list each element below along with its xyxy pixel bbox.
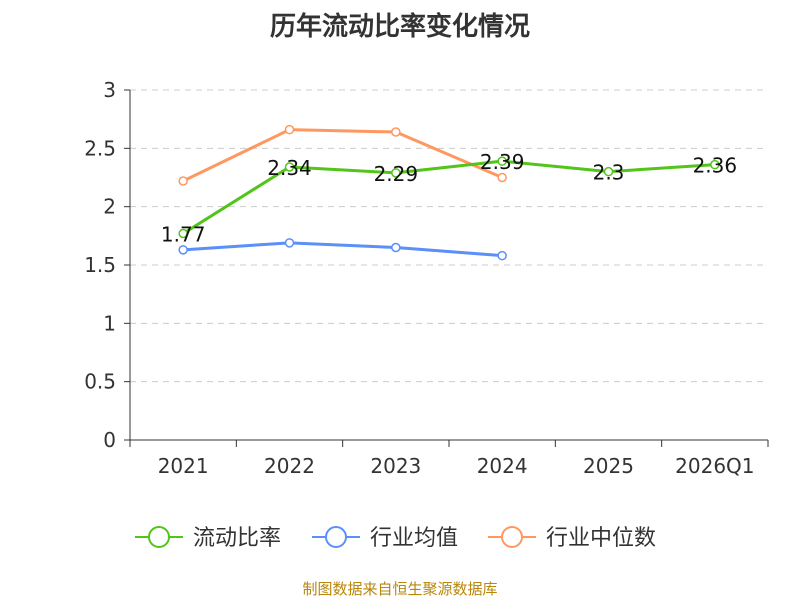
legend-marker [501,526,523,548]
series-lines [178,124,720,261]
legend-label: 行业中位数 [546,526,656,551]
y-tick-label: 1 [103,311,116,335]
chart-title: 历年流动比率变化情况 [269,12,530,42]
data-labels: 1.77 2.34 2.29 2.39 2.3 2.36 [161,150,737,246]
data-point [497,172,507,183]
y-tick-label: 2.5 [84,136,116,160]
data-point [178,228,188,239]
y-tick-label: 1.5 [84,253,116,277]
data-label: 2.36 [693,154,738,178]
x-tick-label: 2021 [158,454,209,478]
series-line-2 [182,128,503,183]
x-tick-label: 2026Q1 [675,454,754,478]
data-point [284,162,295,172]
y-tick-label: 3 [103,78,116,102]
x-tick-label: 2024 [477,454,528,478]
y-tick-label: 0 [103,428,116,452]
source-note: 制图数据来自恒生聚源数据库 [302,580,498,598]
data-label: 2.29 [374,162,419,186]
data-point [497,156,507,166]
data-point [497,250,507,261]
y-tick-label: 0.5 [84,370,116,394]
data-point [603,166,614,177]
legend-item[interactable]: 流动比率 [135,526,281,551]
legend-label: 流动比率 [193,526,281,551]
legend-marker [325,526,347,548]
data-point [178,245,188,255]
data-point [284,124,295,135]
axes: 0 0.5 1 1.5 2 2.5 3 2021 2022 2023 2024 2025 2026Q1 [84,78,769,478]
data-label: 2.39 [480,150,525,174]
data-point [710,159,720,170]
legend: 流动比率 行业均值 行业中位数 [135,526,656,551]
data-point [391,127,401,137]
legend-item[interactable]: 行业中位数 [488,526,656,551]
grid-lines [130,89,768,383]
legend-item[interactable]: 行业均值 [312,526,458,551]
x-tick-label: 2023 [370,454,421,478]
data-point [391,168,401,178]
x-tick-label: 2022 [264,454,315,478]
data-label: 2.34 [267,156,312,180]
y-tick-label: 2 [103,195,116,219]
data-label: 1.77 [161,223,206,247]
data-point [178,176,188,186]
legend-marker [148,526,170,548]
series-line-0 [182,159,715,235]
data-point [391,242,401,253]
data-label: 2.3 [593,161,625,185]
series-line-1 [183,241,503,258]
data-point [284,238,295,248]
x-tick-label: 2025 [583,454,634,478]
legend-label: 行业均值 [370,526,458,551]
